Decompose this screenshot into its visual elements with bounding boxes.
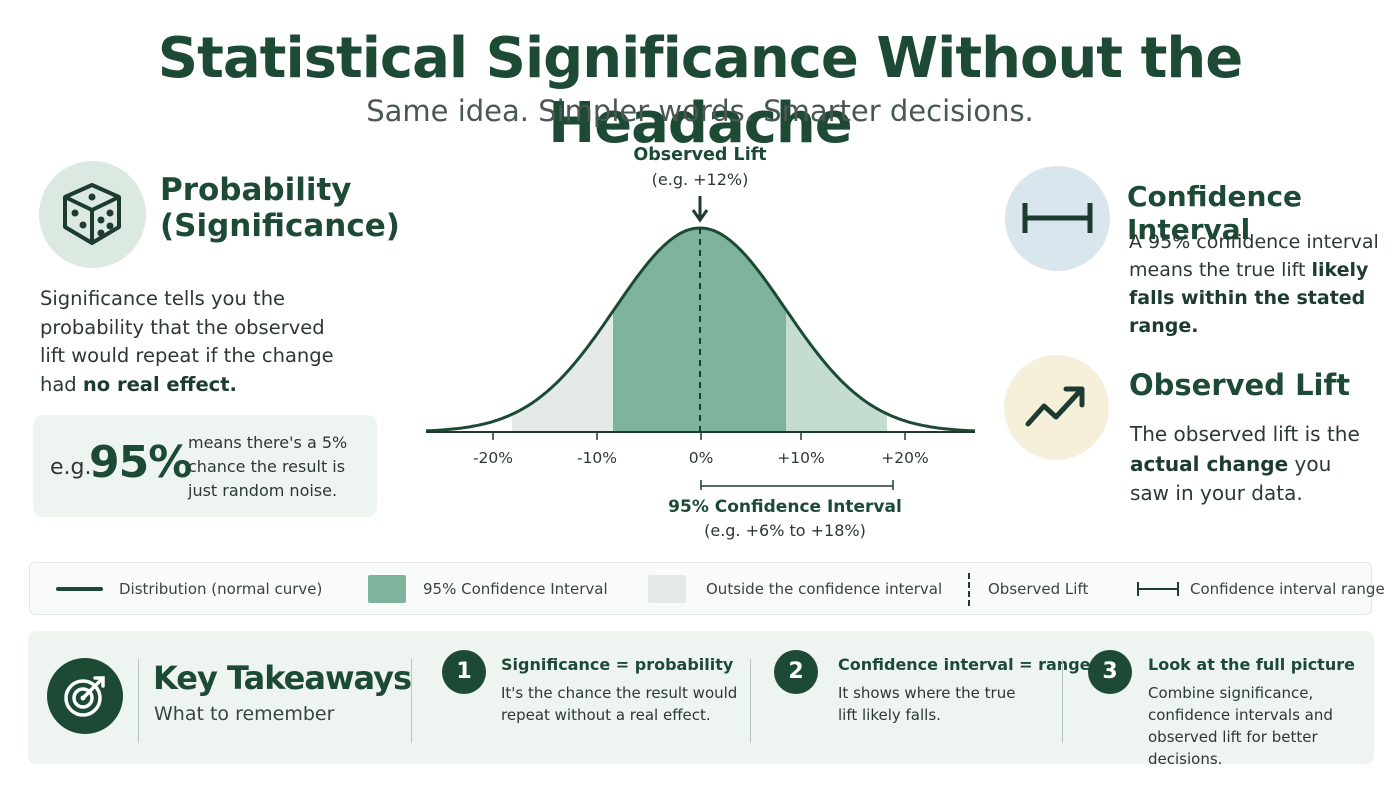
trend-icon-circle bbox=[1004, 355, 1109, 460]
key-takeaways: Key Takeaways What to remember 1 Signifi… bbox=[28, 631, 1374, 768]
outside-region-right bbox=[786, 309, 887, 432]
divider bbox=[138, 659, 139, 743]
step-3-text: Combine significance, confidence interva… bbox=[1148, 684, 1333, 768]
legend-outside-swatch bbox=[648, 575, 686, 603]
observed-lift-text-after: you saw in your data. bbox=[1130, 451, 1332, 506]
range-bracket-icon bbox=[1022, 203, 1093, 233]
probability-title-line2: (Significance) bbox=[160, 208, 400, 244]
target-icon-circle bbox=[47, 658, 123, 734]
legend-item-ci: 95% Confidence Interval bbox=[423, 580, 608, 598]
example-value: 95% bbox=[89, 437, 192, 488]
example-prefix: e.g. bbox=[50, 455, 92, 480]
x-tick-label: +20% bbox=[881, 449, 928, 467]
dice-icon bbox=[63, 183, 121, 245]
page-title: Statistical Significance Without the Hea… bbox=[157, 26, 1243, 156]
observed-lift-text-before: The observed lift is the bbox=[1130, 422, 1360, 446]
divider bbox=[750, 659, 751, 743]
outside-region-left bbox=[512, 311, 613, 432]
observed-lift-label: Observed Lift bbox=[633, 145, 767, 165]
ci-label: 95% Confidence Interval bbox=[668, 497, 902, 517]
observed-lift-text: The observed lift is the actual change y… bbox=[1130, 420, 1370, 509]
x-tick-label: 0% bbox=[689, 449, 714, 467]
step-1-heading: Significance = probability bbox=[501, 655, 734, 674]
legend-observed-swatch bbox=[968, 573, 970, 606]
legend-item-range: Confidence interval range bbox=[1190, 580, 1385, 598]
takeaways-subtitle: What to remember bbox=[154, 703, 335, 725]
dice-icon-circle bbox=[39, 161, 146, 268]
confidence-interval-text-bold: likely falls within the stated range. bbox=[1129, 259, 1369, 337]
step-2-text: It shows where the true lift likely fall… bbox=[838, 684, 1016, 724]
example-box: e.g. 95% means there's a 5% chance the r… bbox=[33, 415, 377, 517]
target-icon bbox=[64, 676, 105, 717]
legend-ci-swatch bbox=[368, 575, 406, 603]
observed-lift-text-bold: actual change bbox=[1130, 451, 1289, 476]
step-1-number: 1 bbox=[442, 650, 486, 694]
legend-range-swatch bbox=[1137, 582, 1179, 596]
probability-title-line1: Probability bbox=[160, 172, 352, 208]
ci-example: (e.g. +6% to +18%) bbox=[704, 521, 866, 540]
observed-lift-title: Observed Lift bbox=[1129, 368, 1350, 402]
legend-curve-swatch bbox=[56, 587, 103, 591]
page-subtitle: Same idea. Simpler words. Smarter decisi… bbox=[366, 94, 1034, 128]
probability-text-bold: no real effect. bbox=[82, 372, 237, 396]
range-icon-circle bbox=[1005, 166, 1110, 271]
observed-lift-example: (e.g. +12%) bbox=[651, 170, 749, 189]
divider bbox=[411, 659, 412, 743]
x-tick-label: -20% bbox=[473, 449, 513, 467]
step-1-text: It's the chance the result would repeat … bbox=[501, 684, 738, 724]
distribution-diagram: -20% -10% 0% +10% +20% bbox=[425, 196, 975, 490]
observed-lift-arrow-head bbox=[691, 209, 709, 223]
legend-item-observed: Observed Lift bbox=[988, 580, 1089, 598]
confidence-interval-title: Confidence Interval bbox=[1127, 180, 1303, 246]
x-tick-label: -10% bbox=[577, 449, 617, 467]
trend-up-icon bbox=[1025, 386, 1085, 427]
legend-item-outside: Outside the confidence interval bbox=[706, 580, 943, 598]
probability-title: Probability (Significance) bbox=[160, 172, 400, 244]
confidence-interval-text: A 95% confidence interval means the true… bbox=[1129, 228, 1389, 340]
legend: Distribution (normal curve) 95% Confiden… bbox=[29, 562, 1385, 615]
step-2-number: 2 bbox=[774, 650, 818, 694]
probability-text-main: Significance tells you the probability t… bbox=[40, 287, 334, 396]
confidence-interval-text-main: A 95% confidence interval means the true… bbox=[1129, 231, 1379, 281]
example-description: means there's a 5% chance the result is … bbox=[188, 433, 348, 500]
step-3-number: 3 bbox=[1088, 650, 1132, 694]
probability-text: Significance tells you the probability t… bbox=[40, 285, 340, 399]
step-2-heading: Confidence interval = range bbox=[838, 655, 1091, 674]
x-tick-label: +10% bbox=[777, 449, 824, 467]
takeaways-title: Key Takeaways bbox=[153, 659, 412, 697]
divider bbox=[1062, 659, 1063, 743]
legend-item-curve: Distribution (normal curve) bbox=[119, 580, 323, 598]
step-3-heading: Look at the full picture bbox=[1148, 655, 1355, 674]
